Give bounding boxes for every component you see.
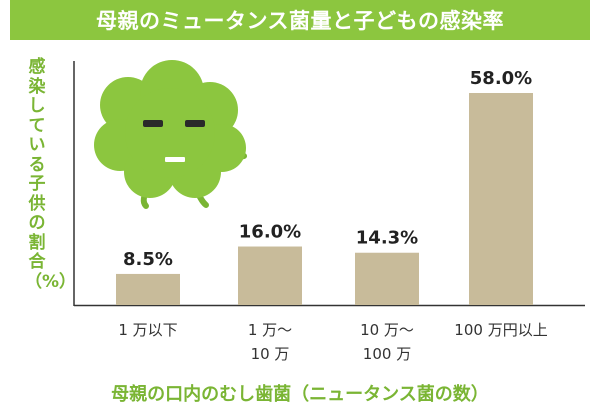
category-label-3: 100 万円以上 (454, 321, 548, 339)
bar-2 (355, 252, 419, 305)
bar-0 (116, 273, 180, 305)
category-label-1: 1 万〜 10 万 (247, 321, 293, 363)
bar-1 (238, 246, 302, 305)
x-axis-label: 母親の口内のむし歯菌（ニュータンス菌の数） (111, 384, 489, 405)
title-banner: 母親のミュータンス菌量と子どもの感染率 (10, 0, 590, 40)
bar-3 (469, 93, 533, 305)
category-label-0: 1 万以下 (118, 321, 178, 339)
chart-title: 母親のミュータンス菌量と子どもの感染率 (95, 9, 505, 33)
data-label-0: 8.5% (123, 249, 173, 270)
data-label-2: 14.3% (356, 228, 418, 249)
data-label-3: 58.0% (470, 68, 532, 89)
category-label-2: 10 万〜 100 万 (360, 321, 414, 363)
bar-group: 8.5% 16.0% 14.3% 58.0% (116, 68, 533, 305)
germ-mascot-icon (94, 60, 247, 209)
data-label-1: 16.0% (239, 222, 301, 243)
